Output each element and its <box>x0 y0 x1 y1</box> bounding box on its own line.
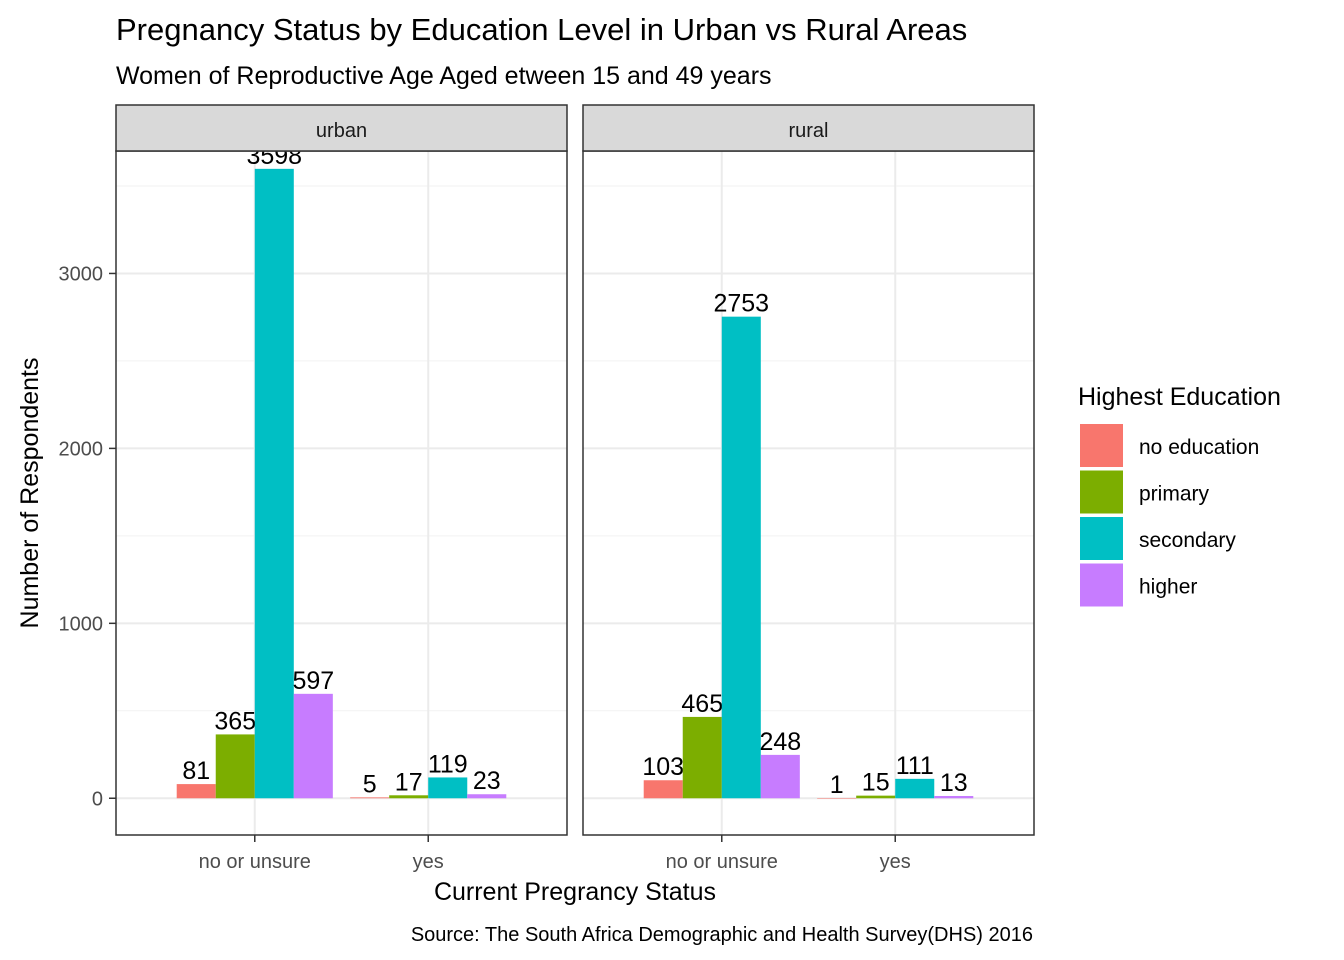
data-label: 465 <box>681 690 723 718</box>
data-label: 119 <box>428 750 468 778</box>
data-label: 103 <box>642 753 684 781</box>
data-label: 17 <box>395 768 423 796</box>
legend-key-secondary <box>1080 517 1123 560</box>
x-tick-label: yes <box>413 851 444 873</box>
bar <box>350 797 390 799</box>
bar <box>643 780 683 799</box>
bar <box>895 778 935 799</box>
bar <box>467 794 507 799</box>
legend-label: higher <box>1139 576 1197 599</box>
y-axis: 0 1000 2000 3000 <box>59 263 116 810</box>
x-tick-label: no or unsure <box>666 851 778 873</box>
facet-strip-label: rural <box>788 120 828 142</box>
chart-caption: Source: The South Africa Demographic and… <box>411 924 1033 946</box>
bar <box>721 316 761 799</box>
bar <box>428 777 468 799</box>
data-label: 597 <box>292 667 334 695</box>
data-label: 365 <box>214 707 256 735</box>
y-tick-label: 0 <box>92 788 103 810</box>
legend-key-primary <box>1080 470 1123 514</box>
y-tick-label: 2000 <box>59 438 104 460</box>
bar <box>682 716 722 799</box>
bar <box>176 784 216 799</box>
x-tick-label: yes <box>880 851 911 873</box>
bar <box>293 693 333 799</box>
chart-subtitle: Women of Reproductive Age Aged etween 15… <box>116 62 772 90</box>
bar <box>215 734 255 799</box>
data-label: 248 <box>759 728 801 756</box>
legend-label: primary <box>1139 483 1210 506</box>
data-label: 111 <box>896 752 934 780</box>
facet-strip <box>115 104 568 152</box>
bar <box>760 754 800 799</box>
data-label: 81 <box>182 757 210 785</box>
facet-strip <box>582 104 1035 152</box>
bar <box>856 795 896 799</box>
data-label: 13 <box>940 769 968 797</box>
x-tick-label: no or unsure <box>199 851 311 873</box>
bar <box>817 798 857 799</box>
legend-key-higher <box>1080 563 1123 607</box>
facet-strip-label: urban <box>316 120 367 142</box>
y-axis-label: Number of Respondents <box>16 358 44 629</box>
data-label: 2753 <box>713 290 769 318</box>
chart-title: Pregnancy Status by Education Level in U… <box>116 12 967 47</box>
y-tick-label: 3000 <box>59 263 104 285</box>
bar <box>389 795 429 799</box>
data-label: 1 <box>830 771 844 799</box>
data-label: 15 <box>862 769 890 797</box>
bar <box>934 795 974 799</box>
legend-title: Highest Education <box>1078 383 1281 411</box>
data-label: 5 <box>363 770 377 798</box>
legend-label: no education <box>1139 436 1259 459</box>
legend: Highest Education no education primary sec… <box>1078 383 1281 607</box>
bar <box>254 168 294 799</box>
panel-border <box>115 150 568 836</box>
x-axis-label: Current Pregrancy Status <box>434 878 716 906</box>
legend-label: secondary <box>1139 529 1236 552</box>
data-label: 23 <box>473 767 501 795</box>
panel-border <box>582 150 1035 836</box>
y-tick-label: 1000 <box>59 613 104 635</box>
legend-key-no-education <box>1080 424 1123 467</box>
